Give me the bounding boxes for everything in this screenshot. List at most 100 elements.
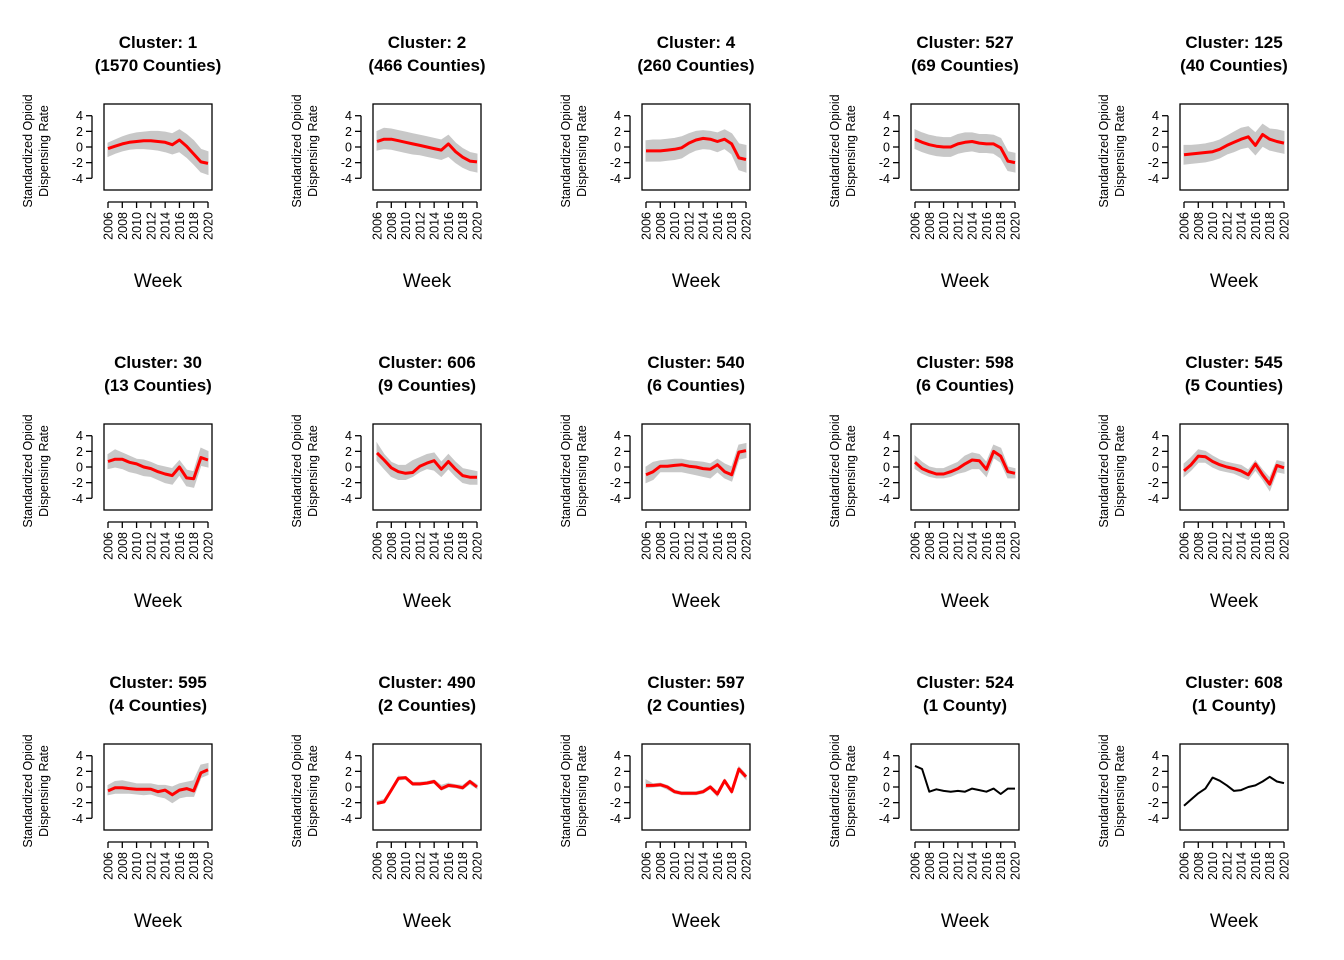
x-tick-label: 2020 [202, 212, 216, 240]
panel-subtitle: (1 County) [923, 696, 1007, 715]
x-tick-label: 2020 [1278, 852, 1292, 880]
cluster-center-line [376, 137, 478, 164]
x-tick-label: 2010 [937, 212, 951, 240]
y-axis-label: Standardized Opioid [1097, 414, 1111, 527]
y-tick-label: -2 [879, 156, 890, 170]
y-tick-label: -2 [341, 476, 352, 490]
x-tick-label: 2018 [994, 852, 1008, 880]
panel-title: Cluster: 606 [378, 353, 475, 372]
y-tick-label: 2 [614, 445, 621, 459]
cluster-panel-2: Cluster: 2 (466 Counties) Standardized Opi… [290, 33, 486, 292]
y-tick-label: 4 [345, 749, 352, 763]
plot-frame [641, 103, 751, 191]
y-tick-label: -2 [610, 796, 621, 810]
y-tick-label: 0 [345, 141, 352, 155]
x-tick-label: 2006 [1178, 532, 1192, 560]
x-tick-label: 2016 [442, 852, 456, 880]
y-tick-label: -2 [1148, 156, 1159, 170]
x-tick-label: 2010 [399, 852, 413, 880]
x-axis-label: Week [134, 911, 183, 932]
x-tick-label: 2016 [1249, 532, 1263, 560]
x-tick-label: 2020 [1278, 212, 1292, 240]
x-tick-label: 2014 [428, 852, 442, 880]
y-axis-label: Standardized Opioid [21, 734, 35, 847]
plot-frame [1179, 743, 1289, 831]
x-tick-label: 2018 [725, 212, 739, 240]
y-tick-label: -4 [879, 492, 890, 506]
x-tick-label: 2014 [428, 212, 442, 240]
x-tick-label: 2014 [966, 532, 980, 560]
y-tick-label: -4 [341, 812, 352, 826]
y-axis-label: Standardized Opioid [559, 414, 573, 527]
x-tick-label: 2018 [1263, 852, 1277, 880]
x-tick-label: 2016 [1249, 212, 1263, 240]
cluster-panel-4: Cluster: 527 (69 Counties) Standardized Op… [828, 33, 1023, 292]
member-series-band [914, 129, 1016, 173]
plot-frame [641, 423, 751, 511]
y-tick-label: 0 [1152, 461, 1159, 475]
x-tick-label: 2010 [1206, 852, 1220, 880]
y-tick-label: 2 [76, 445, 83, 459]
x-tick-label: 2020 [740, 212, 754, 240]
x-tick-label: 2020 [740, 852, 754, 880]
cluster-panel-7: Cluster: 606 (9 Counties) Standardized Opi… [290, 353, 485, 612]
x-tick-label: 2014 [159, 532, 173, 560]
y-tick-label: 2 [1152, 445, 1159, 459]
y-axis-label: Dispensing Rate [306, 425, 320, 517]
panel-title: Cluster: 490 [378, 673, 475, 692]
cluster-center-line [107, 138, 209, 165]
x-tick-label: 2012 [951, 212, 965, 240]
plot-frame [372, 103, 482, 191]
panel-subtitle: (2 Counties) [378, 696, 476, 715]
cluster-panel-6: Cluster: 30 (13 Counties) Standardized Opi… [21, 353, 216, 612]
x-tick-label: 2008 [385, 532, 399, 560]
y-tick-label: -4 [341, 172, 352, 186]
cluster-center-line [376, 776, 478, 805]
x-tick-label: 2008 [923, 212, 937, 240]
plot-frame [641, 743, 751, 831]
x-tick-label: 2016 [1249, 852, 1263, 880]
cluster-center-line [645, 449, 747, 477]
panel-subtitle: (260 Counties) [637, 56, 754, 75]
panel-title: Cluster: 1 [119, 33, 197, 52]
x-tick-label: 2008 [1192, 212, 1206, 240]
x-tick-label: 2010 [1206, 212, 1220, 240]
y-tick-label: 4 [345, 429, 352, 443]
plot-frame [910, 423, 1020, 511]
cluster-center-line [107, 456, 209, 481]
x-tick-label: 2018 [456, 852, 470, 880]
x-tick-label: 2014 [697, 532, 711, 560]
plot-frame [372, 423, 482, 511]
y-tick-label: -2 [341, 796, 352, 810]
single-county-line [1183, 775, 1285, 807]
x-tick-label: 2014 [1235, 212, 1249, 240]
cluster-center-line [646, 136, 747, 161]
cluster-panel-5: Cluster: 125 (40 Counties) Standardized Op… [1097, 33, 1292, 292]
y-tick-label: -4 [610, 492, 621, 506]
x-tick-label: 2018 [994, 212, 1008, 240]
x-tick-label: 2016 [173, 852, 187, 880]
y-tick-label: 0 [76, 141, 83, 155]
panel-title: Cluster: 2 [388, 33, 466, 52]
cluster-panel-12: Cluster: 490 (2 Counties) Standardized Opi… [290, 673, 485, 932]
panel-title: Cluster: 125 [1185, 33, 1282, 52]
x-tick-label: 2006 [1178, 852, 1192, 880]
x-tick-label: 2008 [1192, 532, 1206, 560]
panel-title: Cluster: 595 [109, 673, 206, 692]
x-tick-label: 2018 [456, 532, 470, 560]
y-tick-label: 0 [883, 461, 890, 475]
x-tick-label: 2010 [668, 212, 682, 240]
y-tick-label: 4 [1152, 429, 1159, 443]
cluster-panel-3: Cluster: 4 (260 Counties) Standardized Opi… [559, 33, 755, 292]
plot-frame [1179, 423, 1289, 511]
member-series-band [107, 762, 209, 804]
x-tick-label: 2014 [697, 852, 711, 880]
cluster-panel-14: Cluster: 524 (1 County) Standardized Opioi… [828, 673, 1023, 932]
panel-title: Cluster: 598 [916, 353, 1013, 372]
x-tick-label: 2008 [1192, 852, 1206, 880]
x-tick-label: 2006 [102, 532, 116, 560]
x-tick-label: 2016 [711, 852, 725, 880]
y-axis-label: Standardized Opioid [559, 94, 573, 207]
x-tick-label: 2016 [442, 532, 456, 560]
y-axis-label: Dispensing Rate [37, 425, 51, 517]
